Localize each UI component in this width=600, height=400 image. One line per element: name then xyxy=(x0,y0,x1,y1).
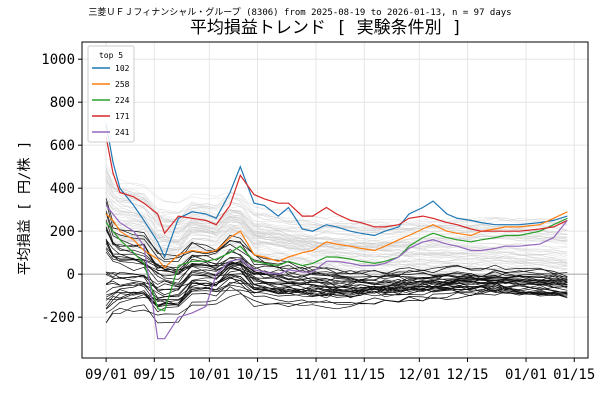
background-line xyxy=(105,204,568,264)
background-line xyxy=(105,198,568,255)
chart-subtitle: 三菱ＵＦＪフィナンシャル・グループ (8306) from 2025-08-19… xyxy=(88,6,511,18)
background-line xyxy=(105,220,568,254)
x-tick-label: 12/15 xyxy=(446,367,488,383)
background-line xyxy=(106,231,568,273)
dark-line xyxy=(105,291,568,323)
dark-lines xyxy=(105,198,568,324)
dark-line xyxy=(105,275,568,308)
y-tick-label: -200 xyxy=(41,310,75,326)
y-tick-label: 800 xyxy=(50,95,75,111)
dark-line xyxy=(105,279,568,310)
background-line xyxy=(106,215,568,251)
series-line-224 xyxy=(105,217,568,312)
chart-title: 平均損益トレンド [ 実験条件別 ] xyxy=(190,18,462,38)
background-line xyxy=(106,209,568,240)
background-line xyxy=(105,209,568,229)
background-line xyxy=(105,189,568,236)
dark-line xyxy=(105,247,568,289)
y-tick-label: 0 xyxy=(67,267,75,283)
legend-label: 171 xyxy=(115,112,130,121)
top-series xyxy=(105,123,568,340)
background-line xyxy=(105,214,568,255)
legend-title: top 5 xyxy=(99,51,123,60)
legend-label: 102 xyxy=(115,64,130,73)
legend-box xyxy=(87,45,135,143)
background-line xyxy=(105,193,568,227)
dark-line xyxy=(106,281,568,313)
background-line xyxy=(105,164,568,235)
background-line xyxy=(105,179,568,242)
background-line xyxy=(105,177,568,287)
series-line-258 xyxy=(105,211,568,269)
x-tick-label: 09/15 xyxy=(133,367,175,383)
background-line xyxy=(106,216,568,236)
dark-line xyxy=(105,260,568,290)
x-tick-label: 09/01 xyxy=(85,367,127,383)
background-line xyxy=(105,181,568,286)
x-tick-label: 01/01 xyxy=(505,367,547,383)
background-line xyxy=(106,219,568,242)
y-axis-label: 平均損益 [ 円/株 ] xyxy=(17,141,33,276)
background-line xyxy=(106,238,568,270)
legend-label: 258 xyxy=(115,80,130,89)
dark-line xyxy=(105,210,568,275)
background-line xyxy=(105,174,568,267)
background-line xyxy=(105,183,568,267)
x-tick-label: 01/15 xyxy=(553,367,595,383)
dark-line xyxy=(105,239,568,288)
y-tick-label: 400 xyxy=(50,181,75,197)
legend: top 5 102 258 224 171 241 xyxy=(87,45,135,143)
series-line-102 xyxy=(105,123,568,259)
background-line xyxy=(106,210,568,241)
gridlines xyxy=(82,42,588,358)
axis-ticks: -200 0 200 400 600 800 1000 09/01 09/15 10/01 10/1… xyxy=(41,52,595,383)
background-line xyxy=(105,179,568,282)
plot-frame xyxy=(81,41,589,359)
x-tick-label: 12/01 xyxy=(398,367,440,383)
background-line xyxy=(105,226,568,276)
dark-line xyxy=(105,271,568,286)
background-line xyxy=(105,205,568,253)
x-tick-label: 11/15 xyxy=(343,367,385,383)
background-line xyxy=(105,182,568,237)
background-line xyxy=(105,224,568,270)
dark-line xyxy=(105,219,568,297)
x-tick-label: 11/01 xyxy=(295,367,337,383)
background-line xyxy=(105,170,568,253)
background-line xyxy=(105,169,568,268)
background-line xyxy=(105,167,568,232)
y-tick-label: 1000 xyxy=(41,52,75,68)
dark-line xyxy=(105,198,568,281)
background-line xyxy=(105,224,568,245)
legend-label: 224 xyxy=(115,96,130,105)
y-tick-label: 600 xyxy=(50,138,75,154)
x-tick-label: 10/15 xyxy=(236,367,278,383)
background-line xyxy=(105,200,568,256)
dark-line xyxy=(105,266,568,296)
y-tick-label: 200 xyxy=(50,224,75,240)
series-line-171 xyxy=(105,136,568,235)
series-line-241 xyxy=(105,205,568,340)
dark-line xyxy=(105,286,568,324)
legend-label: 241 xyxy=(115,128,130,137)
dark-line xyxy=(105,201,568,288)
dark-line xyxy=(105,242,568,286)
x-tick-label: 10/01 xyxy=(188,367,230,383)
